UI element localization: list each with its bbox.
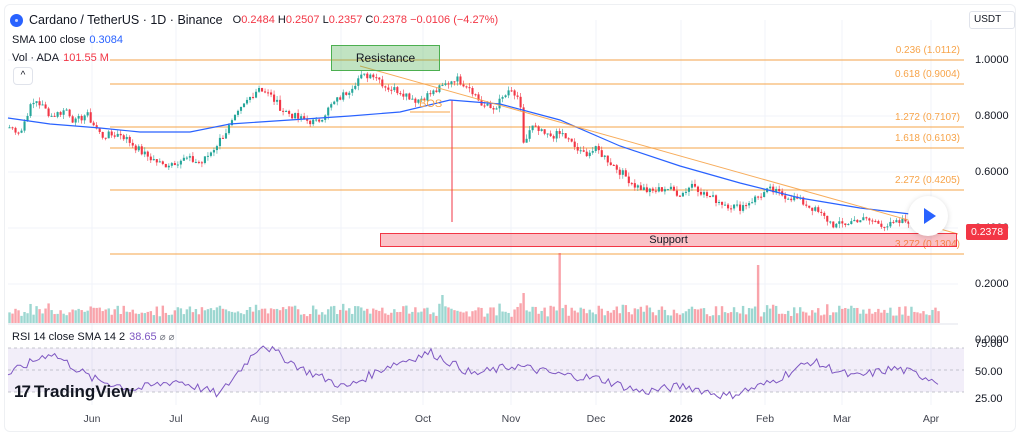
low-label: L [322, 14, 329, 26]
price-axis-label: 0.6000 [975, 166, 1009, 178]
time-axis-label: Jul [169, 413, 183, 425]
time-axis-label: Dec [586, 413, 606, 425]
symbol-legend: Cardano / TetherUS · 1D · Binance O0.248… [10, 13, 498, 27]
collapse-legend-button[interactable]: ^ [13, 67, 33, 85]
price-axis-label: 1.0000 [975, 54, 1009, 66]
scroll-to-realtime-button[interactable] [908, 196, 948, 236]
time-axis-label: Sep [331, 413, 351, 425]
fib-level-label: 1.272 (0.7107) [894, 112, 960, 123]
rsi-value: 38.65 [129, 331, 157, 343]
currency-selector[interactable]: USDT [969, 11, 1015, 29]
tradingview-mark-icon: 17 [14, 382, 31, 401]
rsi-na-icons: ⌀ ⌀ [159, 332, 175, 343]
time-axis-label: Oct [414, 413, 432, 425]
close-label: C [365, 14, 374, 26]
sma-value: 0.3084 [89, 34, 124, 46]
support-zone[interactable]: Support [380, 233, 957, 247]
high-label: H [277, 14, 286, 26]
sma-label: SMA 100 close [12, 34, 86, 46]
fib-level-label: 0.618 (0.9004) [894, 69, 960, 80]
change-value: −0.0106 (−4.27%) [410, 14, 499, 26]
bos-label: BOS [419, 98, 443, 110]
chart-frame [4, 4, 1016, 432]
price-axis-label: 0.0000 [975, 334, 1009, 346]
time-axis-label: Nov [501, 413, 521, 425]
time-axis-label: Aug [250, 413, 270, 425]
time-axis-label: Jun [83, 413, 101, 425]
rsi-legend[interactable]: RSI 14 close SMA 14 2 38.65 ⌀ ⌀ [12, 331, 174, 343]
fib-level-label: 0.236 (1.0112) [895, 45, 960, 56]
rsi-label: RSI 14 close SMA 14 2 [12, 331, 126, 343]
rsi-axis-25: 25.00 [975, 393, 1003, 405]
time-axis-label: Mar [832, 413, 852, 425]
price-axis-label: 0.8000 [975, 110, 1009, 122]
chevron-up-icon: ^ [20, 70, 26, 81]
last-price-tag: 0.2378 [966, 224, 1008, 240]
sma-legend[interactable]: SMA 100 close 0.3084 [12, 34, 123, 46]
time-axis-label: 2026 [669, 413, 693, 425]
fib-level-label: 3.272 (0.1304) [894, 239, 960, 250]
time-axis-label: Feb [755, 413, 775, 425]
rsi-axis-75: 75.00 [975, 338, 1003, 350]
volume-legend[interactable]: Vol · ADA 101.55 M [12, 52, 109, 64]
open-label: O [232, 14, 242, 26]
symbol-title[interactable]: Cardano / TetherUS · 1D · Binance [29, 13, 223, 27]
ohlc-values: O0.2484 H0.2507 L0.2357 C0.2378 −0.0106 … [233, 14, 499, 26]
fib-level-label: 2.272 (0.4205) [894, 175, 960, 186]
resistance-zone[interactable]: Resistance [331, 45, 440, 71]
open-value: 0.2484 [241, 14, 275, 26]
tradingview-logo[interactable]: 17 TradingView [14, 382, 134, 402]
close-value: 0.2378 [373, 14, 408, 26]
volume-value: 101.55 M [63, 52, 109, 64]
price-axis-label: 0.2000 [975, 278, 1009, 290]
rsi-axis-50: 50.00 [975, 366, 1003, 378]
volume-label: Vol · ADA [12, 52, 60, 64]
tradingview-logo-text: TradingView [33, 382, 134, 401]
fib-level-label: 1.618 (0.6103) [894, 133, 960, 144]
low-value: 0.2357 [328, 14, 363, 26]
high-value: 0.2507 [285, 14, 320, 26]
cardano-coin-icon [10, 13, 23, 27]
time-axis-label: Apr [922, 413, 940, 425]
